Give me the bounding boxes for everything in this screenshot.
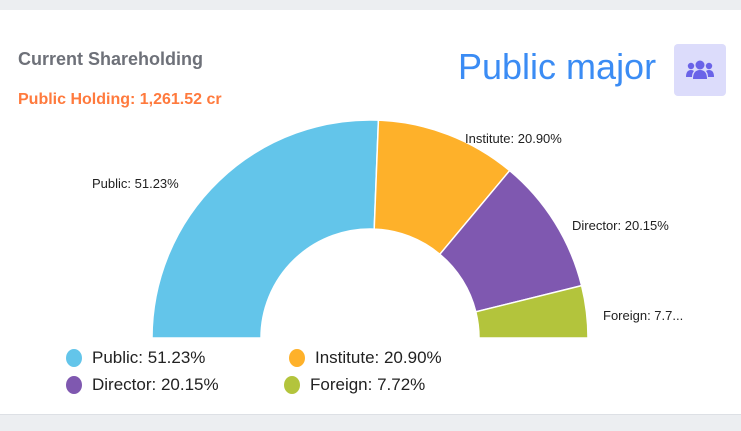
- chart-legend: Public: 51.23% Institute: 20.90% Director:…: [66, 344, 706, 399]
- users-icon: [686, 60, 714, 79]
- legend-label: Institute: 20.90%: [315, 347, 442, 367]
- legend-item-director[interactable]: Director: 20.15%: [66, 372, 266, 399]
- public-holding-value: Public Holding: 1,261.52 cr: [18, 91, 222, 108]
- slice-public[interactable]: [151, 119, 380, 339]
- legend-marker: [289, 348, 305, 367]
- data-label-foreign: Foreign: 7.7...: [603, 308, 683, 323]
- legend-marker: [66, 376, 82, 394]
- legend-marker: [284, 376, 300, 394]
- legend-item-public[interactable]: Public: 51.23%: [66, 344, 271, 371]
- legend-label: Foreign: 7.72%: [310, 375, 426, 394]
- holding-category: Public major: [458, 46, 657, 87]
- legend-item-institute[interactable]: Institute: 20.90%: [289, 344, 504, 371]
- legend-item-foreign[interactable]: Foreign: 7.72%: [284, 372, 425, 399]
- card-title: Current Shareholding: [18, 49, 204, 69]
- slice-foreign[interactable]: [474, 284, 589, 339]
- data-label-director: Director: 20.15%: [572, 218, 669, 233]
- legend-label: Public: 51.23%: [92, 347, 206, 367]
- data-label-public: Public: 51.23%: [92, 176, 179, 191]
- legend-marker: [66, 348, 82, 367]
- data-label-institute: Institute: 20.90%: [465, 131, 562, 146]
- legend-label: Director: 20.15%: [92, 375, 219, 394]
- users-icon-button[interactable]: [674, 44, 726, 96]
